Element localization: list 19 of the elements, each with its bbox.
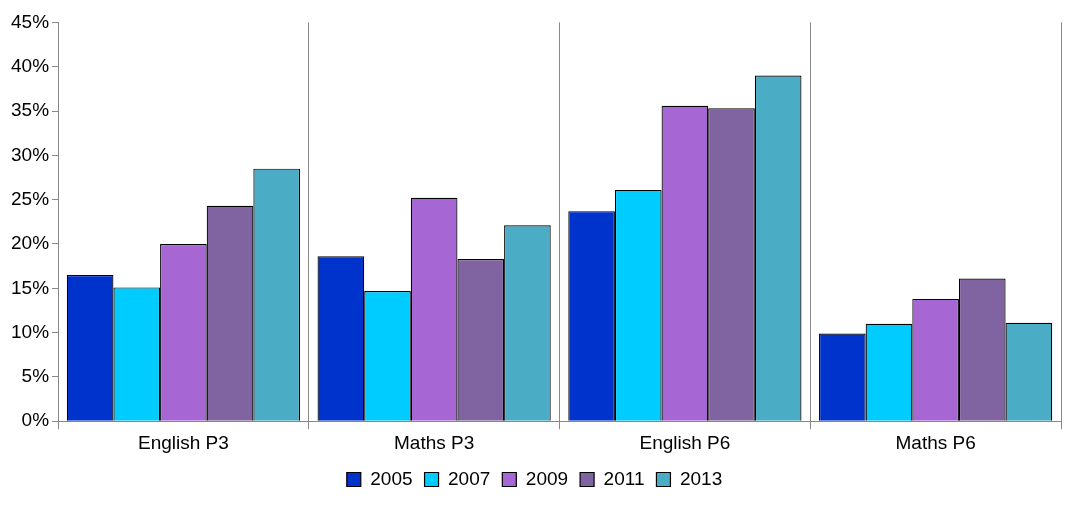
- x-tick-label: Maths P6: [895, 431, 976, 453]
- y-tick-label: 45%: [11, 10, 50, 32]
- legend-label: 2009: [525, 467, 569, 489]
- y-tick-label: 15%: [11, 276, 50, 298]
- y-tick-label: 20%: [11, 232, 50, 254]
- x-tick-label: English P6: [639, 431, 731, 453]
- x-tick-label: English P3: [137, 431, 229, 453]
- y-tick-label: 0%: [21, 409, 50, 431]
- y-tick-label: 25%: [11, 187, 50, 209]
- y-tick-label: 30%: [11, 143, 50, 165]
- y-tick-label: 40%: [11, 54, 50, 76]
- legend-label: 2011: [603, 467, 645, 489]
- y-tick-label: 10%: [11, 320, 50, 342]
- legend-label: 2005: [370, 467, 413, 489]
- legend-label: 2013: [679, 467, 723, 489]
- y-tick-label: 35%: [11, 99, 50, 121]
- x-tick-label: Maths P3: [394, 431, 475, 453]
- y-tick-label: 5%: [21, 365, 50, 387]
- legend-label: 2007: [448, 467, 491, 489]
